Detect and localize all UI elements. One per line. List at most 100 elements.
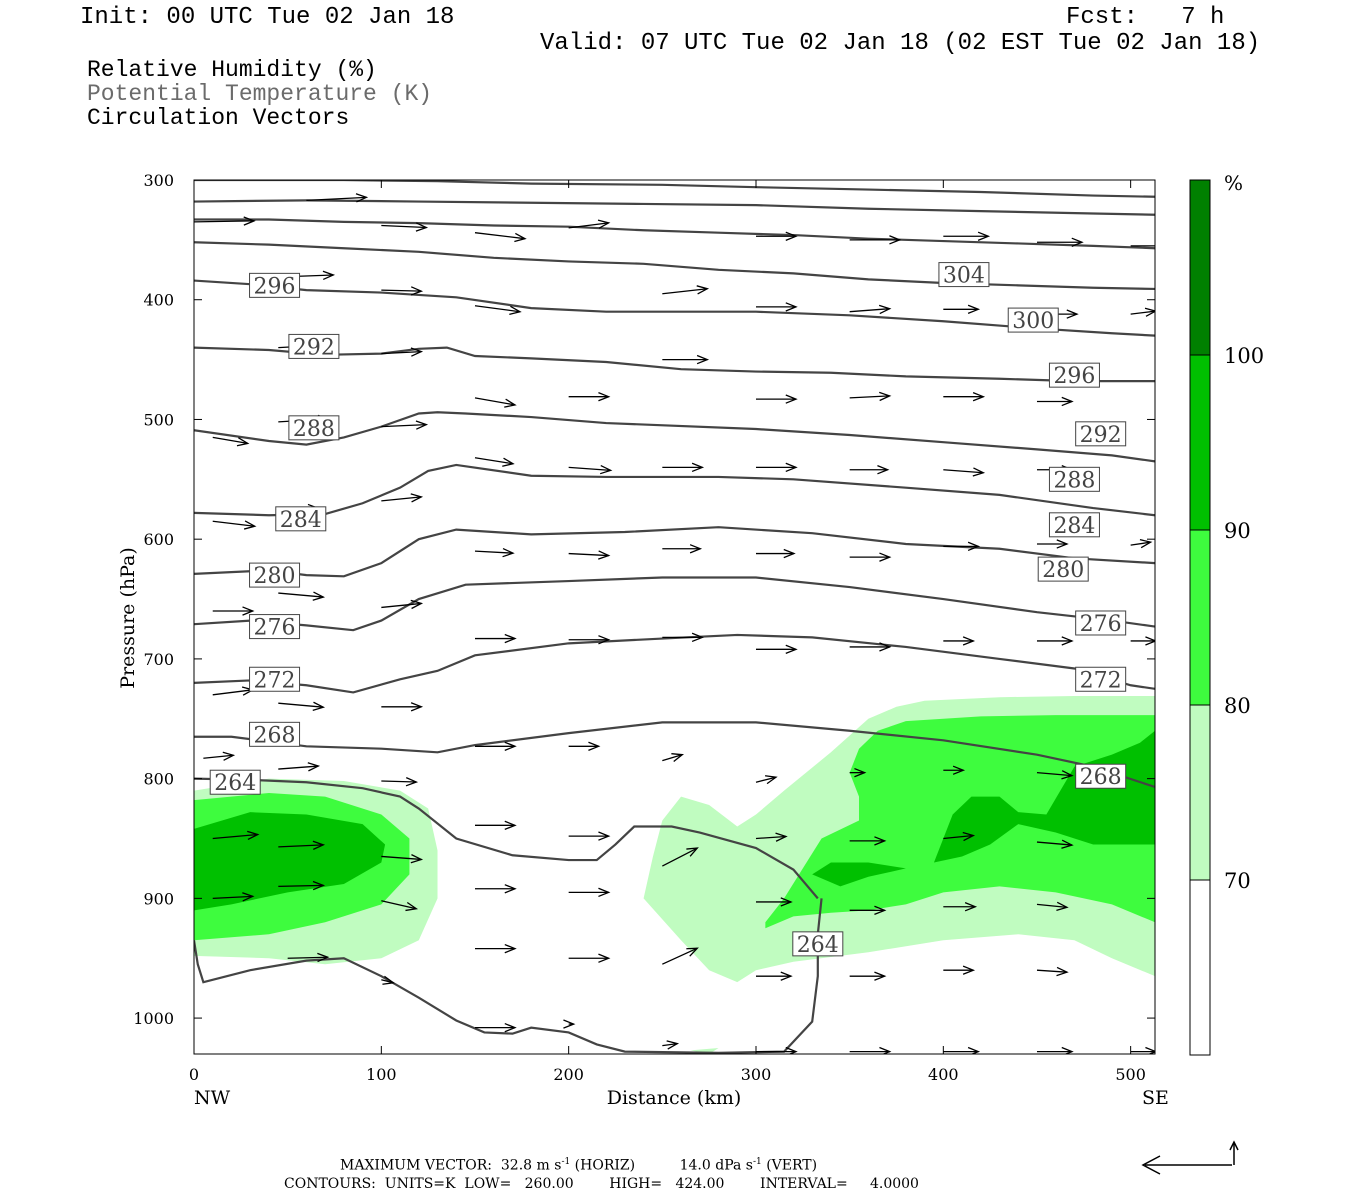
contour-label-text: 300 [1012, 309, 1054, 334]
circulation-vector [755, 394, 798, 404]
circulation-vector [755, 971, 793, 981]
contour-label: 296 [1048, 362, 1100, 389]
circulation-vector [1130, 245, 1155, 247]
valid-time: Valid: 07 UTC Tue 02 Jan 18 (02 EST Tue … [540, 30, 1261, 57]
contour-label-text: 296 [1053, 364, 1095, 389]
circulation-vector [849, 767, 867, 778]
circulation-vector [1036, 539, 1069, 549]
circulation-vector [381, 222, 429, 232]
circulation-vector [1036, 1046, 1074, 1054]
rh-region-90-6 [812, 862, 906, 887]
circulation-vector [212, 606, 255, 616]
circulation-vector [755, 897, 793, 907]
max-vert-unit: (VERT) [766, 1157, 818, 1174]
y-axis-label: Pressure (hPa) [117, 547, 139, 689]
circulation-vector [474, 305, 522, 316]
theta-contour-268-1 [194, 721, 1155, 789]
theta-contour-304-10 [194, 218, 1155, 250]
colorbar-segment [1189, 879, 1211, 1056]
x-tick-label: 100 [366, 1065, 397, 1084]
colorbar-segment [1189, 704, 1211, 881]
contour-label-text: 276 [1080, 612, 1122, 637]
circulation-vector [568, 741, 601, 751]
circulation-vector [278, 591, 326, 601]
circulation-vector [474, 457, 515, 467]
contour-label: 292 [1075, 421, 1127, 448]
circulation-vector [943, 1046, 981, 1054]
colorbar-unit: % [1224, 171, 1243, 195]
circulation-vector [474, 820, 517, 831]
circulation-vector [1130, 636, 1155, 646]
axes: 300 400 500 600 700 800 900 1000 0 100 200 300 400 50… [133, 171, 1155, 1084]
circulation-vector [1036, 839, 1074, 849]
contour-label: 284 [1048, 512, 1100, 539]
contour-labels: 264 268 272 276 280 284 288 292 296 304 300 296 292 2… [209, 262, 1127, 958]
circulation-vector [1130, 539, 1153, 549]
rh-region-90-5 [933, 730, 1155, 863]
contour-label-text: 264 [214, 771, 256, 796]
contour-label-text: 304 [943, 264, 985, 289]
circulation-vector [662, 354, 710, 365]
circulation-vector [755, 462, 798, 473]
circulation-vector [755, 832, 788, 842]
circulation-vector [1036, 770, 1074, 780]
circulation-vector [662, 462, 705, 473]
contour-label: 296 [249, 272, 301, 299]
y-tick-label: 800 [143, 770, 174, 789]
max-vector-line: MAXIMUM VECTOR: 32.8 m s-1 (HORIZ) 14.0 … [340, 1157, 817, 1174]
circulation-vector [943, 231, 991, 241]
circulation-vector [213, 166, 255, 174]
theta-contours [194, 180, 1155, 1054]
y-tick-label: 700 [143, 650, 174, 669]
circulation-vector [1130, 307, 1155, 317]
theta-contour-312-12 [194, 180, 1155, 198]
contour-label: 288 [1048, 466, 1100, 493]
circulation-vector [1036, 636, 1074, 646]
circulation-vector [381, 900, 419, 912]
circulation-vector [381, 420, 429, 430]
circulation-vector [755, 1046, 798, 1054]
circulation-vector [849, 905, 887, 916]
contour-label-text: 276 [254, 616, 296, 641]
colorbar-segment [1189, 354, 1211, 531]
x-tick-label: 0 [189, 1065, 199, 1084]
contour-label: 272 [1075, 666, 1127, 693]
contour-label-text: 280 [1042, 558, 1084, 583]
contour-label-text: 284 [280, 508, 322, 533]
circulation-vector [568, 550, 611, 560]
circulation-vector [849, 235, 902, 245]
contour-label-text: 268 [1080, 765, 1122, 790]
reference-vector-icon [1141, 1140, 1239, 1175]
circulation-vector [849, 391, 892, 402]
contour-label: 264 [792, 931, 844, 958]
y-tick-label: 600 [143, 530, 174, 549]
circulation-vector [203, 751, 236, 761]
colorbar-segment [1189, 179, 1211, 356]
circulation-vector [568, 464, 613, 475]
circulation-vector [943, 902, 978, 912]
theta-contour-272-2 [194, 633, 1155, 694]
circulation-vector [212, 892, 255, 902]
circulation-vector [849, 836, 887, 846]
circulation-vector [381, 599, 424, 610]
circulation-vector [568, 831, 611, 841]
x-right-end-label: SE [1142, 1087, 1169, 1109]
y-tick-label: 1000 [133, 1009, 174, 1028]
circulation-vector [755, 548, 796, 559]
circulation-vector [381, 493, 424, 503]
colorbar: 100 90 80 70% [1189, 171, 1264, 1056]
circulation-vector [474, 741, 517, 751]
circulation-vector [568, 635, 611, 645]
circulation-vector [849, 304, 892, 315]
circulation-vector [474, 884, 517, 894]
forecast-hour: Fcst: 7 h [1066, 4, 1225, 31]
circulation-vector [943, 765, 966, 775]
contour-label-text: 292 [1080, 423, 1122, 448]
circulation-vector [287, 952, 330, 963]
circulation-vector [381, 286, 424, 296]
y-tick-label: 400 [143, 291, 174, 310]
circulation-vector [755, 302, 798, 312]
max-horiz-unit: (HORIZ) [574, 1157, 636, 1174]
circulation-vector [662, 753, 685, 763]
